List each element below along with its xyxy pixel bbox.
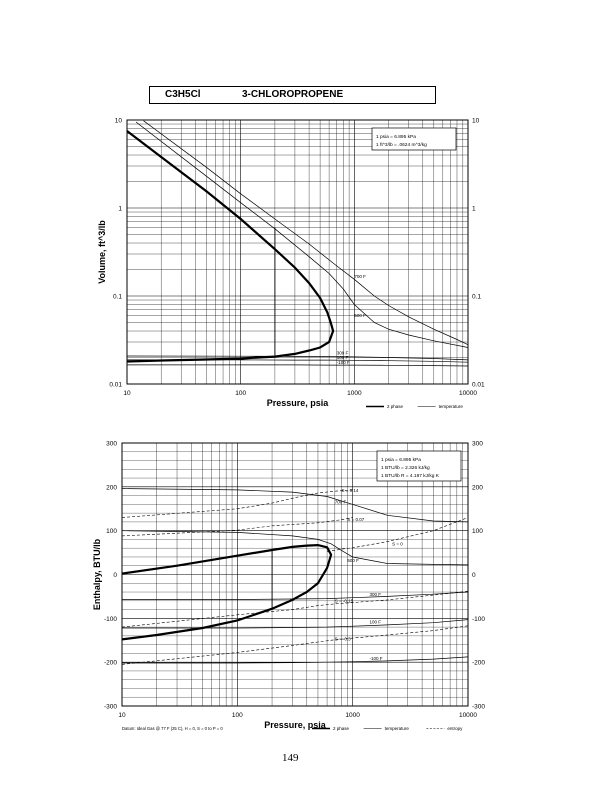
enthalpy-x-tick-label: 1000 [345,712,360,719]
volume-temperature-line [135,121,469,348]
enthalpy-y-axis-label: Enthalpy, BTU/lb [92,538,102,610]
enthalpy-legend-label: entropy [447,726,463,731]
page-number: 149 [282,752,299,764]
volume-conversion-text: 1 psia = 6.895 kPa [376,134,416,140]
enthalpy-entropy-line [121,590,469,628]
enthalpy-y-tick-label: -100 [104,616,117,623]
enthalpy-entropy-label: S = -0.3 [335,636,351,641]
enthalpy-conversion-box [376,450,462,482]
enthalpy-y-tick-label: -300 [104,704,117,711]
enthalpy-temperature-line [122,591,469,600]
enthalpy-entropy-label: S = 0.14 [341,488,358,493]
volume-temperature-line [126,355,469,361]
volume-y-tick-label-right: 1 [472,206,476,213]
enthalpy-y-tick-label-right: -300 [472,704,485,711]
enthalpy-entropy-line [121,489,353,518]
volume-x-axis-label: Pressure, psia [267,398,330,408]
enthalpy-y-tick-label-right: 200 [472,484,483,491]
enthalpy-temperature-label: 700 F [335,499,347,504]
volume-two-phase-dome [126,130,335,363]
volume-y-tick-label-right: 0.01 [472,382,485,389]
enthalpy-conversion-text: 1 BTU/lb = 2.326 kJ/kg [381,465,430,471]
volume-conversion-box [371,127,457,151]
volume-temperature-label: 500 F [354,313,366,318]
volume-y-tick-label-right: 0.1 [472,294,481,301]
enthalpy-temperature-line [121,530,469,566]
volume-plot-frame [126,119,469,385]
volume-temperature-label: 700 F [354,274,366,279]
volume-x-tick-label: 1000 [347,390,362,397]
volume-temperature-line [127,359,469,363]
volume-y-tick-label: 10 [115,118,123,125]
enthalpy-conversion-text: 1 psia = 6.895 kPa [381,457,421,463]
enthalpy-two-phase-dome [121,543,333,641]
enthalpy-temperature-label: 500 F [347,558,359,563]
enthalpy-legend-label: 2 phase [333,726,350,731]
enthalpy-y-tick-label-right: -100 [472,616,485,623]
volume-temperature-label: 300 F [337,351,349,356]
volume-temperature-line [127,364,469,367]
enthalpy-x-axis-label: Pressure, psia [264,720,327,730]
volume-temperature-label: -100 F [337,360,350,365]
enthalpy-conversion-text: 1 BTU/lb R = 4.187 kJ/kg K [381,473,440,479]
enthalpy-datum-footnote: Datum: Ideal Gas @ 77 F (25 C), H = 0, S… [122,726,223,731]
chemical-name: 3-CHLOROPROPENE [242,89,344,100]
chemical-formula: C3H5Cl [165,89,201,100]
volume-y-tick-label: 0.1 [113,294,122,301]
enthalpy-temperature-label: -100 F [370,656,383,661]
volume-legend-label: temperature [439,404,464,409]
enthalpy-entropy-line [327,517,469,552]
enthalpy-x-tick-label: 100 [232,712,243,719]
volume-legend-label: 2 phase [387,404,404,409]
enthalpy-entropy-label: S = -0.15 [335,599,354,604]
enthalpy-x-tick-label: 10000 [459,712,477,719]
enthalpy-temperature-label: 100 F [370,620,382,625]
enthalpy-y-tick-label: -200 [104,660,117,667]
enthalpy-temperature-label: 300 F [370,592,382,597]
enthalpy-y-tick-label-right: 0 [472,572,476,579]
enthalpy-y-tick-label-right: 100 [472,528,483,535]
volume-y-axis-label: Volume, ft^3/lb [97,220,107,284]
enthalpy-legend-label: temperature [385,726,410,731]
enthalpy-y-tick-label-right: -200 [472,660,485,667]
enthalpy-temperature-line [121,488,469,523]
volume-conversion-text: 1 ft^3/lb = .0624 m^3/kg [376,142,427,148]
enthalpy-x-tick-label: 10 [118,712,126,719]
enthalpy-y-tick-label: 0 [113,572,117,579]
enthalpy-entropy-label: S = 0.07 [347,517,364,522]
enthalpy-entropy-label: S = 0 [392,542,403,547]
enthalpy-y-tick-label: 100 [106,528,117,535]
enthalpy-y-tick-label: 300 [106,441,117,448]
enthalpy-y-tick-label-right: 300 [472,441,483,448]
volume-x-tick-label: 10 [123,390,131,397]
volume-temperature-line [143,120,469,346]
chart-title-box: C3H5Cl 3-CHLOROPROPENE [149,86,436,104]
enthalpy-plot-frame [121,442,469,707]
enthalpy-y-tick-label: 200 [106,484,117,491]
enthalpy-entropy-line [121,517,353,537]
volume-y-tick-label-right: 10 [472,118,480,125]
volume-y-tick-label: 1 [118,206,122,213]
volume-x-tick-label: 100 [235,390,246,397]
volume-x-tick-label: 10000 [459,390,477,397]
enthalpy-temperature-line [122,656,469,664]
volume-y-tick-label: 0.01 [109,382,122,389]
enthalpy-entropy-line [121,625,469,665]
volume-temperature-label: 100 F [337,355,349,360]
enthalpy-temperature-line [122,619,469,629]
